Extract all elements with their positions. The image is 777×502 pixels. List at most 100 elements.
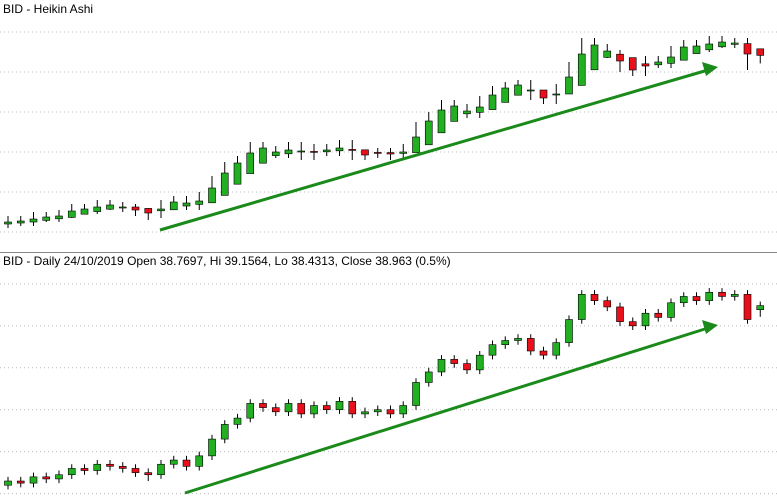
candle-body xyxy=(106,204,114,210)
candle-body xyxy=(654,61,663,66)
candle-body xyxy=(284,149,293,155)
candle-body xyxy=(118,466,127,469)
candle-body xyxy=(565,76,573,95)
candle-body xyxy=(373,409,382,413)
candle-body xyxy=(42,216,51,221)
candle-body xyxy=(692,45,701,54)
title-bg xyxy=(0,0,120,20)
candle-body xyxy=(373,152,382,154)
marks xyxy=(0,31,777,495)
candle-body xyxy=(322,405,331,411)
candle-body xyxy=(679,46,688,61)
candle-body xyxy=(361,411,369,415)
candle-body xyxy=(157,463,165,476)
candle-body xyxy=(526,89,535,92)
candle-body xyxy=(488,94,497,110)
candle-body xyxy=(80,208,89,215)
candle-body xyxy=(322,149,331,153)
candle-body xyxy=(131,468,140,473)
candle-body xyxy=(208,438,216,457)
candle-body xyxy=(386,152,395,155)
candle-body xyxy=(412,136,420,153)
candle-body xyxy=(131,206,140,211)
candle-body xyxy=(577,53,586,86)
candle-body xyxy=(144,472,153,476)
candle-body xyxy=(169,459,178,465)
candle-body xyxy=(55,474,63,480)
chart-title: BID - Daily 24/10/2019 Open 38.7697, Hi … xyxy=(3,254,451,268)
candle-body xyxy=(182,459,191,467)
candle-body xyxy=(399,405,408,415)
candle-body xyxy=(424,371,433,383)
candle-body xyxy=(271,407,280,413)
candle-body xyxy=(4,480,12,486)
candle-body xyxy=(297,403,306,415)
candle-body xyxy=(514,84,522,96)
candle-body xyxy=(463,110,471,115)
candle-body xyxy=(106,463,114,467)
candle-body xyxy=(55,215,63,220)
candle-body xyxy=(93,206,102,212)
candle-body xyxy=(195,200,204,205)
candle-body xyxy=(335,147,344,152)
candle-body xyxy=(144,208,153,214)
candle-body xyxy=(463,363,471,371)
candle-body xyxy=(182,202,191,207)
candle-body xyxy=(654,312,663,318)
candle-body xyxy=(259,147,267,164)
candle-body xyxy=(80,468,89,471)
candle-body xyxy=(705,43,714,51)
candle-body xyxy=(718,41,726,48)
candle-body xyxy=(29,476,38,484)
candle-body xyxy=(552,93,561,96)
candle-body xyxy=(539,89,548,99)
candle-body xyxy=(539,350,548,356)
candle-body xyxy=(246,403,255,419)
candle-body xyxy=(450,359,459,364)
candle-body xyxy=(259,403,267,408)
candle-body xyxy=(361,149,369,156)
candle-body xyxy=(67,210,76,218)
candle-body xyxy=(386,409,395,415)
candle-body xyxy=(616,306,624,322)
candle-body xyxy=(220,424,229,440)
candle-body xyxy=(603,300,612,308)
candle-body xyxy=(29,218,38,223)
candle-body xyxy=(169,201,178,211)
candle-body xyxy=(284,403,293,413)
candle-body xyxy=(335,401,344,411)
candle-body xyxy=(667,302,675,318)
candle-body xyxy=(310,151,318,153)
candle-body xyxy=(577,294,586,320)
candle-body xyxy=(590,44,599,71)
candle-body xyxy=(310,405,318,415)
candle-body xyxy=(488,344,497,356)
candle-body xyxy=(756,48,765,56)
candle-body xyxy=(718,291,726,297)
candle-body xyxy=(616,53,624,62)
candle-body xyxy=(730,294,739,297)
candle-body xyxy=(297,150,306,153)
candle-body xyxy=(756,305,765,310)
candle-body xyxy=(743,294,752,320)
candle-body xyxy=(501,87,510,103)
candle-body xyxy=(552,342,561,356)
trend-arrow xyxy=(184,326,709,495)
candle-body xyxy=(475,354,484,371)
candle-body xyxy=(233,162,242,185)
candle-body xyxy=(450,105,459,122)
candle-body xyxy=(118,206,127,209)
candle-body xyxy=(692,296,701,301)
candle-body xyxy=(424,120,433,146)
candle-body xyxy=(743,43,752,55)
candle-body xyxy=(475,106,484,113)
candle-body xyxy=(271,151,280,156)
candle-body xyxy=(195,455,204,467)
candle-body xyxy=(16,220,25,224)
candle-body xyxy=(641,312,650,327)
candle-body xyxy=(93,463,102,471)
candle-body xyxy=(501,340,510,345)
candle-body xyxy=(526,338,535,352)
candle-body xyxy=(348,149,357,151)
